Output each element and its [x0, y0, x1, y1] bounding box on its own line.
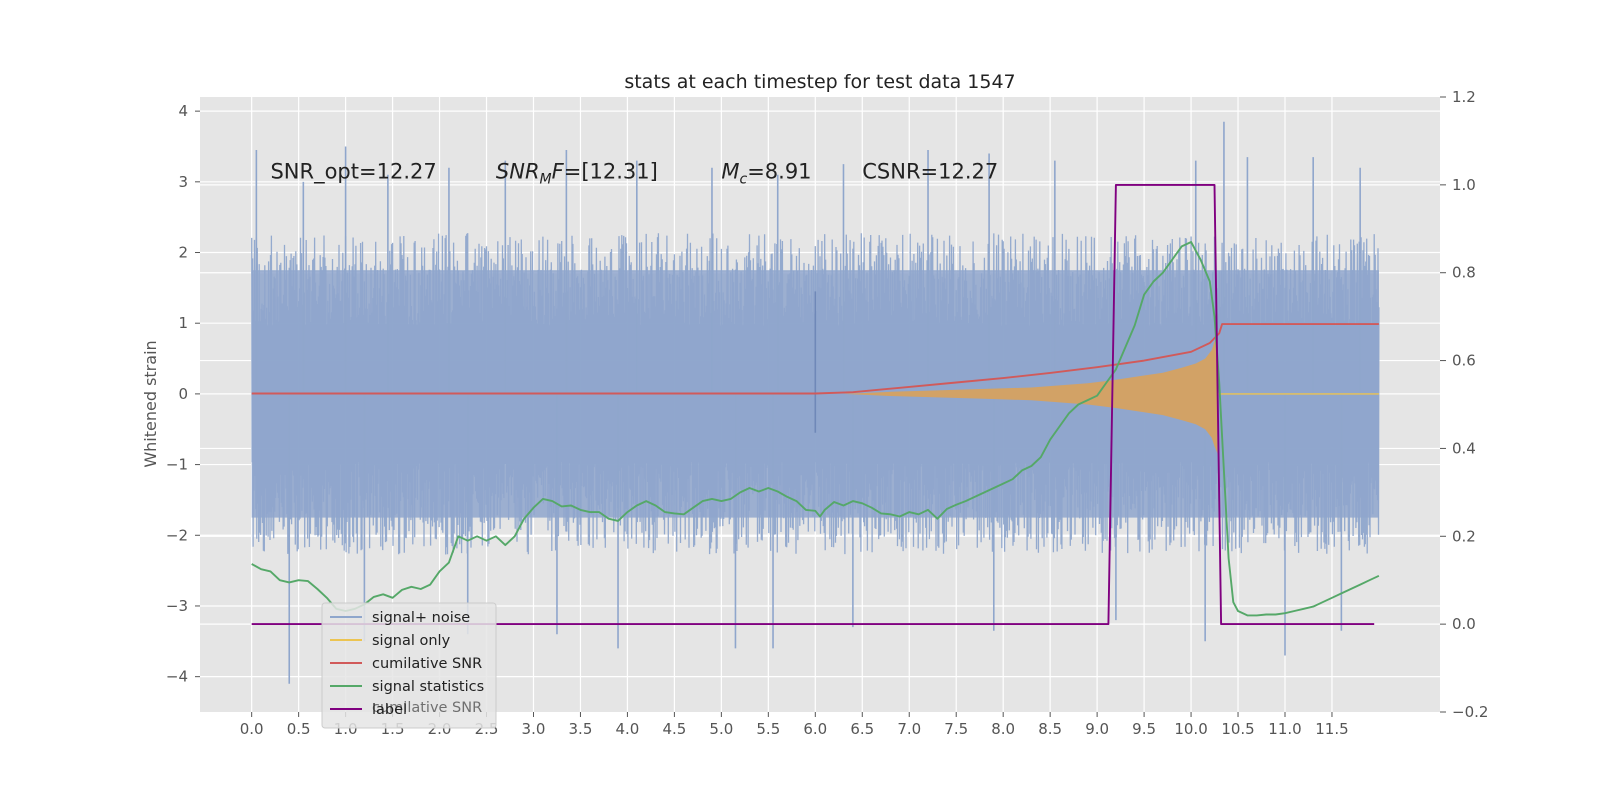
legend-label-1: signal only — [372, 633, 451, 649]
annotation-chirp-mass-value: =8.91 — [747, 159, 811, 183]
x-tick-label-15: 7.5 — [944, 720, 968, 738]
line-series — [251, 183, 1380, 626]
y-axis-label: Whitened strain — [141, 340, 160, 467]
annotation-snr-opt: SNR_opt=12.27 — [270, 159, 436, 184]
y-tick-label-0: −4 — [166, 668, 188, 686]
y2-tick-label-2: 0.2 — [1452, 527, 1476, 545]
x-tick-label-7: 3.5 — [569, 720, 593, 738]
y-tick-label-3: −1 — [166, 456, 188, 474]
x-tick-label-11: 5.5 — [756, 720, 780, 738]
y2-tick-label-7: 1.2 — [1452, 88, 1476, 106]
x-tick-label-14: 7.0 — [897, 720, 921, 738]
series-line-signal-statistics — [251, 241, 1380, 617]
x-tick-label-23: 11.5 — [1315, 720, 1348, 738]
legend-box — [321, 602, 497, 729]
x-tick-label-8: 4.0 — [615, 720, 639, 738]
legend-ghost-text: cumilative SNR — [372, 700, 482, 716]
y-tick-label-1: −3 — [166, 597, 188, 615]
y-tick-label-8: 4 — [178, 102, 188, 120]
y-tick-label-4: 0 — [178, 385, 188, 403]
y-tick-label-2: −2 — [166, 526, 188, 544]
annotation-csnr: CSNR=12.27 — [862, 159, 998, 183]
y2-tick-label-1: 0.0 — [1452, 615, 1476, 633]
x-tick-label-12: 6.0 — [803, 720, 827, 738]
noise-trace — [251, 233, 1380, 555]
annotation-snr-mf-value: =[12.31] — [564, 159, 658, 183]
y-tick-label-6: 2 — [178, 244, 188, 262]
signal-envelope — [843, 334, 1218, 454]
x-tick-label-9: 4.5 — [662, 720, 686, 738]
x-tick-label-18: 9.0 — [1085, 720, 1109, 738]
y-tick-label-5: 1 — [178, 314, 188, 332]
legend-label-0: signal+ noise — [372, 610, 470, 626]
annotation-chirp-mass-symbol: M — [721, 159, 739, 183]
annotation-chirp-mass-subscript: c — [739, 171, 747, 187]
y2-tick-label-6: 1.0 — [1452, 176, 1476, 194]
annotation-snr-mf-symbol: SNR — [496, 159, 540, 183]
legend-label-2: cumilative SNR — [372, 656, 482, 672]
annotation-snr-mf-symbol-2: F — [552, 159, 565, 183]
y2-tick-label-5: 0.8 — [1452, 264, 1476, 282]
x-tick-label-19: 9.5 — [1132, 720, 1156, 738]
annotations: SNR_opt=12.27 SNRMF=[12.31] Mc=8.91 CSNR=12… — [270, 159, 998, 187]
x-tick-label-16: 8.0 — [991, 720, 1015, 738]
x-tick-label-10: 5.0 — [709, 720, 733, 738]
annotation-chirp-mass: Mc=8.91 — [721, 159, 811, 187]
y2-tick-label-0: −0.2 — [1452, 703, 1488, 721]
annotation-snr-mf-subscript: M — [540, 171, 552, 187]
x-tick-label-1: 0.5 — [287, 720, 311, 738]
x-tick-label-17: 8.5 — [1038, 720, 1062, 738]
annotation-snr-mf: SNRMF=[12.31] — [496, 159, 658, 187]
legend: cumilative SNR signal+ noise signal only cu… — [321, 602, 497, 729]
axes: 0.0 0.5 1.0 1.5 2.0 2.5 3.0 3.5 4.0 4.5 5.0 5.5 6.0 6… — [166, 88, 1489, 738]
series-line-label — [251, 183, 1375, 626]
x-tick-label-20: 10.0 — [1174, 720, 1207, 738]
y2-tick-label-4: 0.6 — [1452, 352, 1476, 370]
signal-only-series — [843, 334, 1379, 454]
legend-label-4: label — [372, 702, 407, 718]
x-tick-label-13: 6.5 — [850, 720, 874, 738]
x-tick-label-21: 10.5 — [1221, 720, 1254, 738]
x-tick-label-22: 11.0 — [1268, 720, 1301, 738]
chart-title: stats at each timestep for test data 154… — [624, 71, 1015, 93]
legend-label-3: signal statistics — [372, 679, 484, 695]
x-tick-label-0: 0.0 — [240, 720, 264, 738]
x-tick-label-6: 3.0 — [522, 720, 546, 738]
y2-tick-label-3: 0.4 — [1452, 439, 1476, 457]
y-tick-label-7: 3 — [178, 173, 188, 191]
